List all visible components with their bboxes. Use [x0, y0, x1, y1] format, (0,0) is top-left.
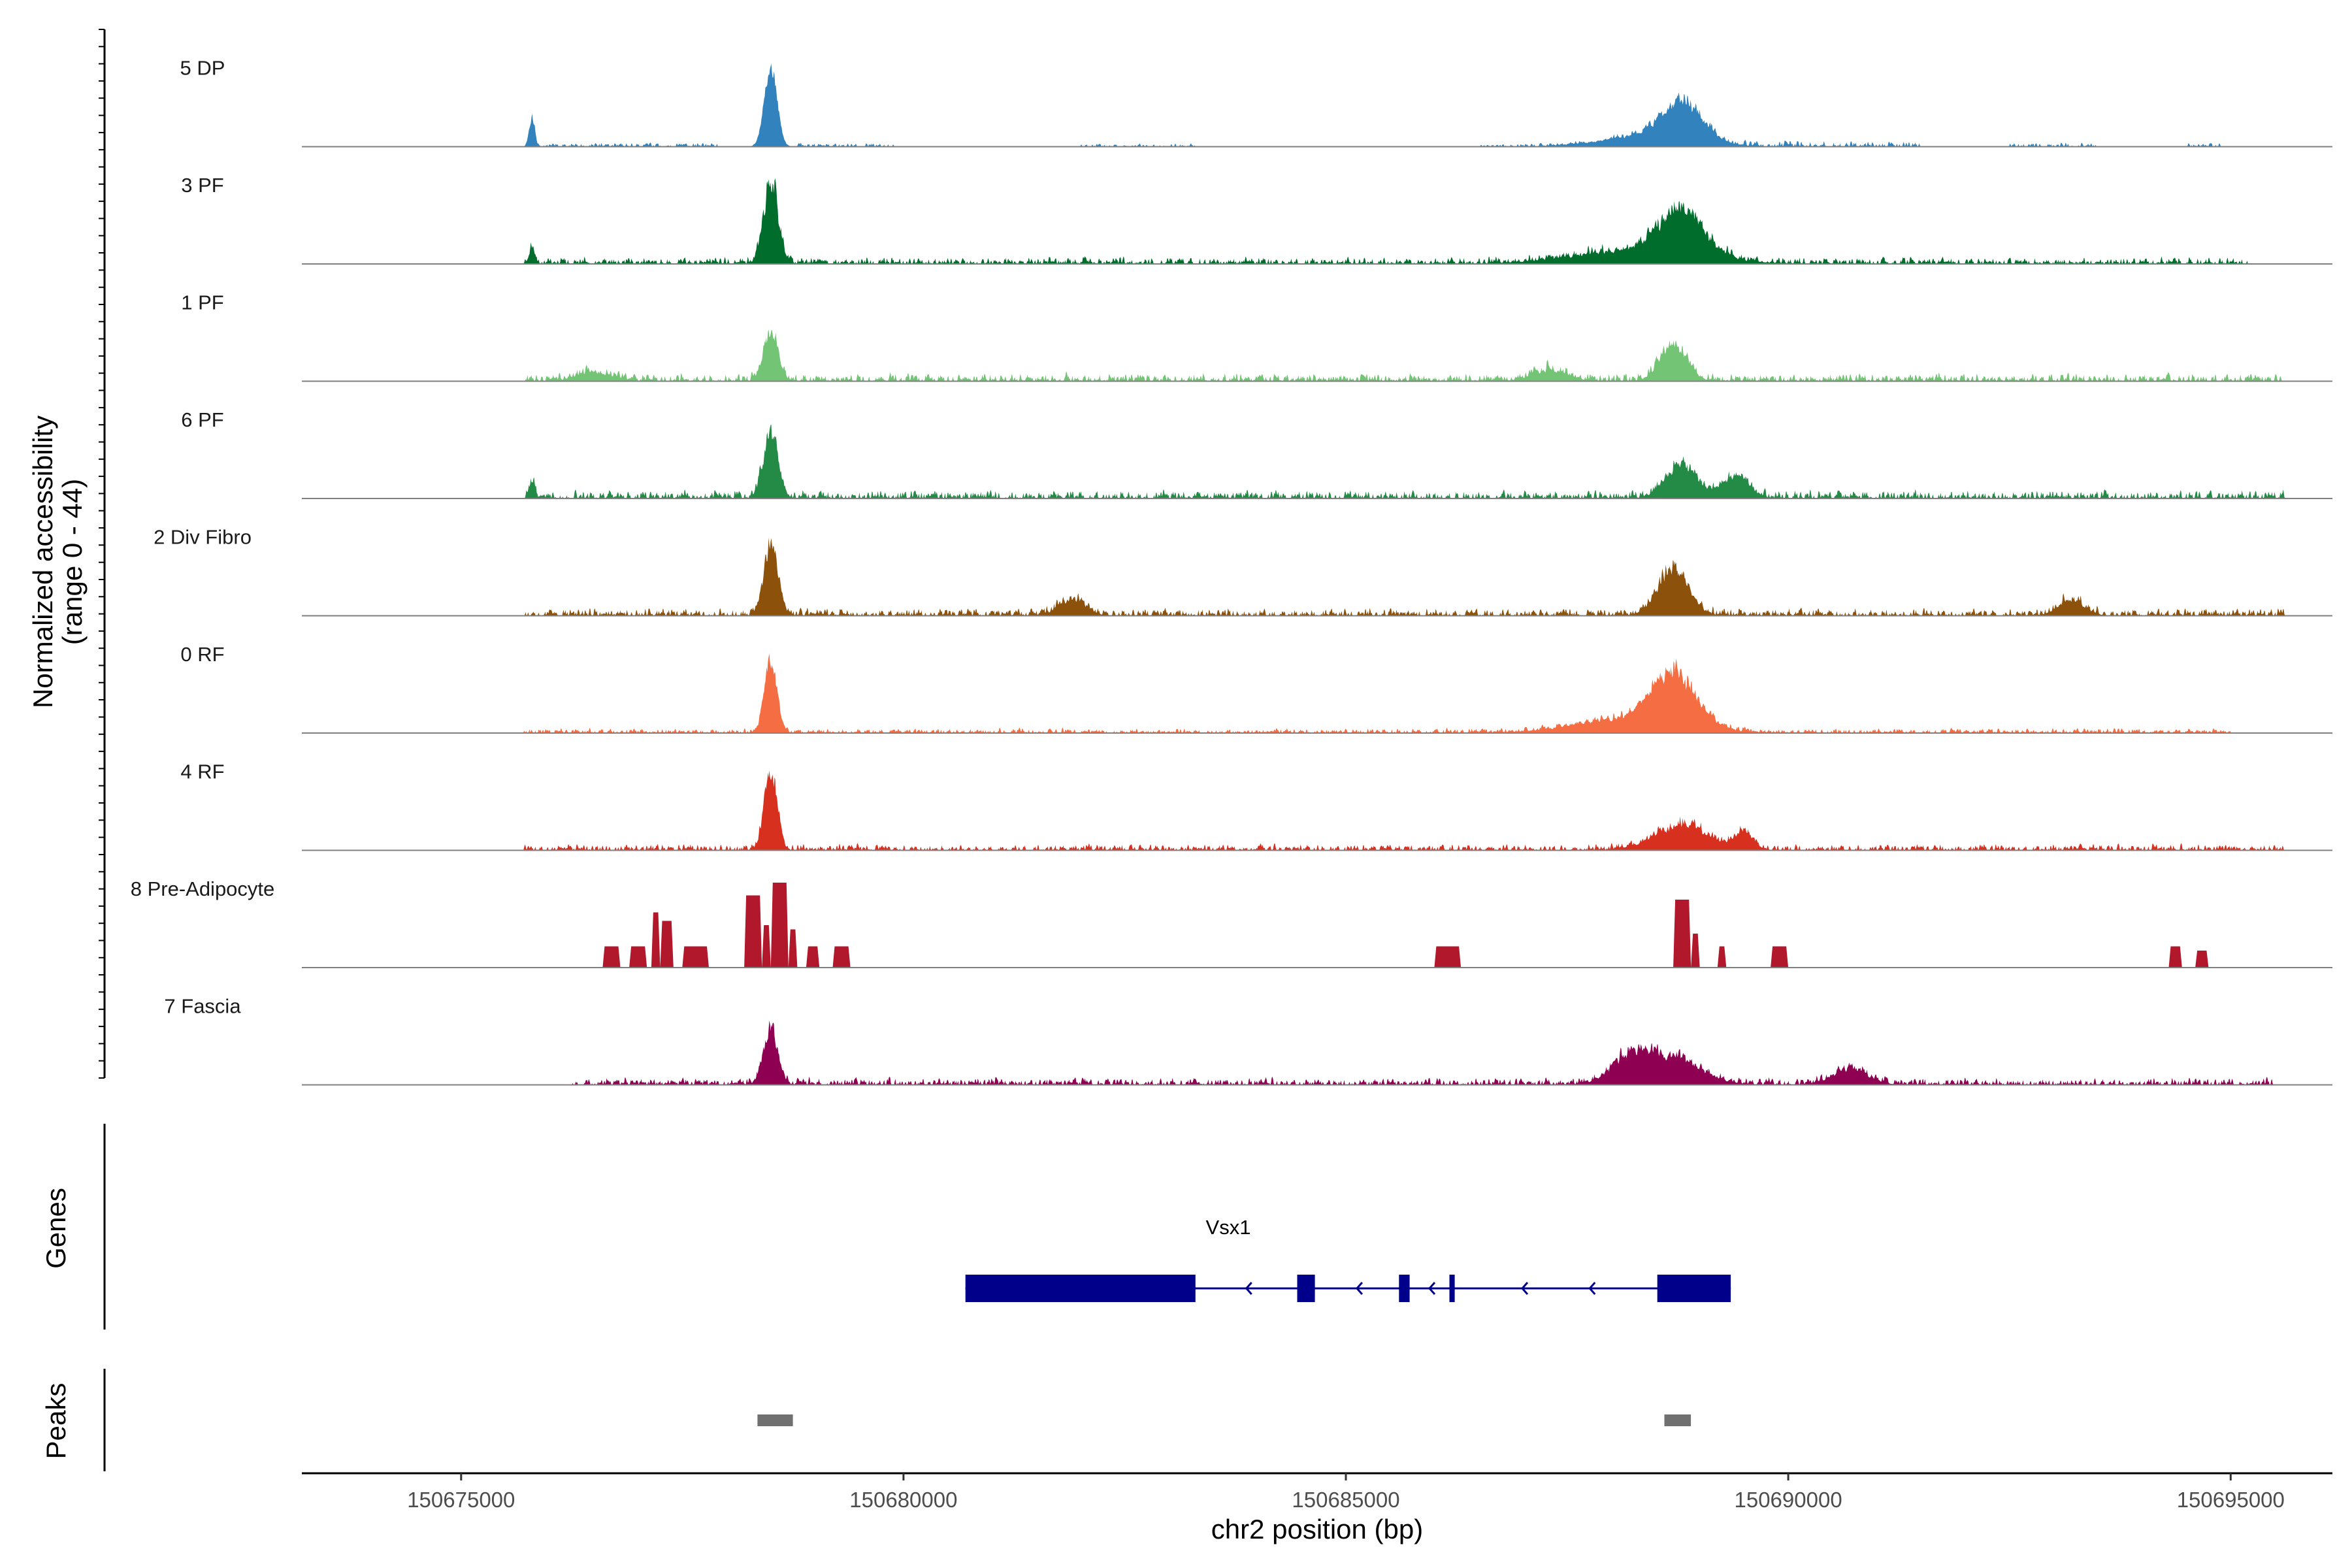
coverage-area — [302, 178, 2332, 264]
peaks-panel-title: Peaks — [41, 1383, 71, 1460]
gene-exon — [1449, 1275, 1455, 1302]
track-label: 0 RF — [180, 643, 224, 666]
gene-exon — [965, 1275, 1196, 1302]
track-label: 4 RF — [180, 760, 224, 783]
track-1-pf: 1 PF — [181, 291, 2332, 382]
coverage-area — [302, 63, 2332, 147]
gene-exon — [1297, 1275, 1315, 1302]
gene-vsx1: Vsx1 — [965, 1216, 1731, 1302]
strand-arrow — [1245, 1282, 1252, 1295]
track-5-dp: 5 DP — [180, 57, 2332, 148]
y-axis-title-line2: (range 0 - 44) — [57, 479, 88, 645]
coverage-area — [302, 424, 2332, 498]
gene-exon — [1657, 1275, 1731, 1302]
track-label: 5 DP — [180, 57, 225, 80]
track-label: 3 PF — [181, 174, 223, 197]
track-label: 8 Pre-Adipocyte — [131, 877, 275, 900]
track-2-div-fibro: 2 Div Fibro — [154, 526, 2332, 617]
gene-track: Vsx1 — [965, 1216, 1731, 1302]
track-4-rf: 4 RF — [180, 760, 2332, 851]
x-tick-label: 150695000 — [2177, 1488, 2285, 1512]
peak-region — [1664, 1414, 1691, 1426]
track-label: 7 Fascia — [164, 995, 241, 1018]
peak-track — [757, 1414, 1691, 1426]
strand-arrow — [1355, 1282, 1364, 1295]
track-7-fascia: 7 Fascia — [164, 995, 2332, 1086]
track-label: 6 PF — [181, 408, 223, 431]
coverage-tracks: 5 DP 3 PF 1 PF 6 PF 2 Div Fibro 0 RF 4 RF 8 Pre… — [131, 57, 2332, 1086]
genes-panel-title: Genes — [41, 1188, 71, 1269]
x-axis: 150675000 150680000 150685000 150690000 1506… — [407, 1473, 2285, 1512]
peak-region — [757, 1414, 793, 1426]
track-8-pre-adipocyte: 8 Pre-Adipocyte — [131, 877, 2332, 968]
track-6-pf: 6 PF — [181, 408, 2332, 499]
coverage-area — [302, 329, 2332, 382]
x-axis-title: chr2 position (bp) — [1211, 1514, 1424, 1544]
coverage-y-axis — [99, 29, 106, 1079]
x-tick-label: 150675000 — [407, 1488, 515, 1512]
x-tick-label: 150690000 — [1735, 1488, 1842, 1512]
gene-exon — [1399, 1275, 1410, 1302]
track-label: 1 PF — [181, 291, 223, 314]
x-tick-label: 150685000 — [1292, 1488, 1399, 1512]
track-0-rf: 0 RF — [180, 643, 2332, 734]
strand-arrow — [1428, 1282, 1436, 1295]
coverage-area — [302, 1021, 2332, 1085]
strand-arrow — [1520, 1282, 1529, 1295]
strand-arrow — [1588, 1282, 1596, 1295]
y-axis-title-line1: Normalized accessibility — [27, 416, 58, 708]
track-label: 2 Div Fibro — [154, 526, 252, 549]
x-tick-label: 150680000 — [849, 1488, 957, 1512]
coverage-area — [602, 883, 2209, 968]
coverage-area — [302, 653, 2332, 733]
coverage-area — [302, 537, 2332, 616]
gene-label: Vsx1 — [1206, 1216, 1251, 1239]
track-3-pf: 3 PF — [181, 174, 2332, 265]
coverage-area — [302, 770, 2332, 851]
